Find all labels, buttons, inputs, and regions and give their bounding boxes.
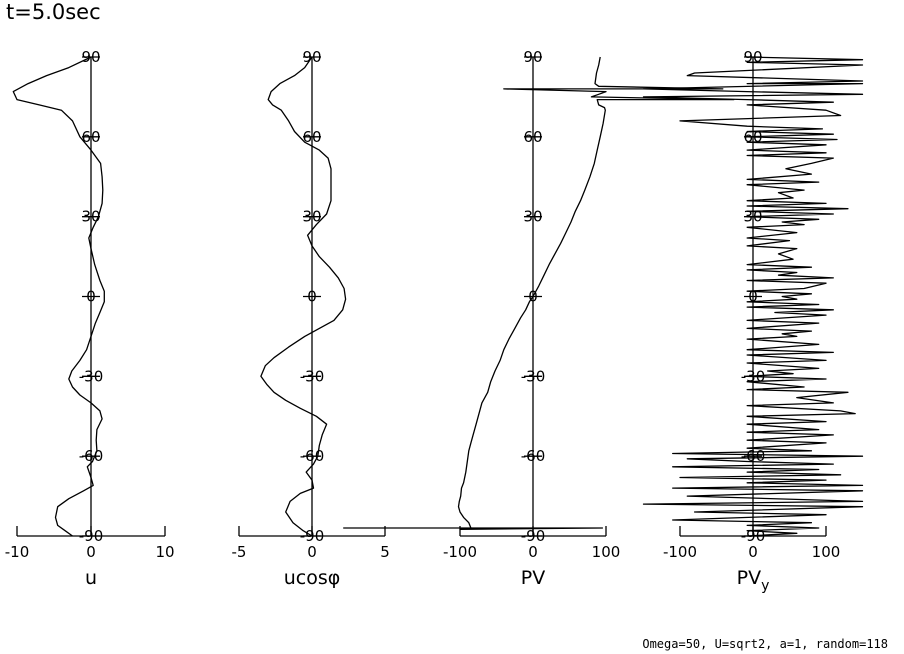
y-tick-label: 60 (81, 128, 100, 146)
y-tick-label: 90 (523, 48, 542, 66)
series-line-pvy (642, 56, 864, 537)
x-tick-label: -100 (443, 543, 477, 561)
y-tick-label: 60 (302, 128, 321, 146)
series-line-ucos (260, 56, 347, 537)
y-tick-label: 30 (302, 208, 321, 226)
x-axis-label-main: ucosφ (284, 567, 341, 589)
y-tick-label: -30 (79, 367, 104, 385)
x-tick-label: 0 (528, 543, 538, 561)
x-tick-label: 100 (812, 543, 841, 561)
x-tick-label: 100 (592, 543, 621, 561)
x-tick-label: 0 (748, 543, 758, 561)
y-tick-label: -60 (521, 447, 546, 465)
x-axis-label-main: PV (521, 567, 545, 589)
x-axis-label: PVy (737, 567, 770, 594)
x-axis-label-subscript: y (761, 578, 769, 594)
figure-title: t=5.0sec (6, 0, 101, 24)
x-tick-label: -10 (5, 543, 30, 561)
y-tick-label: 30 (81, 208, 100, 226)
x-axis-label-main: PV (737, 567, 761, 589)
x-tick-label: 0 (86, 543, 96, 561)
x-tick-label: 5 (380, 543, 390, 561)
x-axis-label: u (85, 567, 97, 589)
y-tick-label: 0 (86, 288, 96, 306)
y-tick-label: -30 (521, 367, 546, 385)
x-tick-label: -100 (663, 543, 697, 561)
x-axis-label-main: u (85, 567, 97, 589)
x-axis-label: PV (521, 567, 545, 589)
y-tick-label: 30 (523, 208, 542, 226)
y-tick-label: -30 (300, 367, 325, 385)
y-tick-label: -60 (300, 447, 325, 465)
series-line-u (12, 56, 105, 537)
x-tick-label: 10 (155, 543, 174, 561)
y-tick-label: 0 (748, 288, 758, 306)
x-tick-label: 0 (307, 543, 317, 561)
x-tick-label: -5 (232, 543, 247, 561)
footer-parameters: Omega=50, U=sqrt2, a=1, random=118 (642, 637, 888, 651)
x-axis-label: ucosφ (284, 567, 341, 589)
y-tick-label: 60 (523, 128, 542, 146)
y-tick-label: 0 (307, 288, 317, 306)
